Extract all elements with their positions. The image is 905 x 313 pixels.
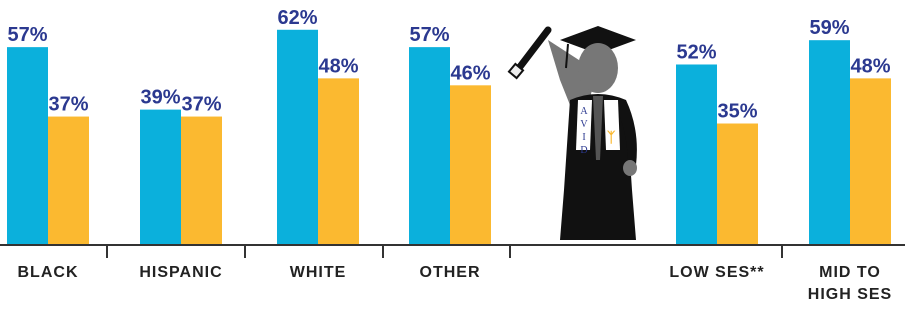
x-tick-label: OTHER — [395, 262, 505, 284]
value-label: 62% — [277, 7, 317, 29]
bar — [450, 85, 491, 245]
bar — [140, 110, 181, 245]
value-label: 48% — [850, 55, 890, 77]
x-tick-label: LOW SES** — [662, 262, 772, 284]
value-label: 52% — [676, 41, 716, 63]
bar — [181, 117, 222, 245]
bar — [850, 78, 891, 245]
value-label: 39% — [140, 87, 180, 109]
value-label: 37% — [181, 94, 221, 116]
value-label: 57% — [7, 24, 47, 46]
value-label: 48% — [318, 55, 358, 77]
value-label: 46% — [450, 62, 490, 84]
bar — [409, 47, 450, 245]
x-tick-label: HISPANIC — [126, 262, 236, 284]
value-label: 57% — [409, 24, 449, 46]
bar — [277, 30, 318, 245]
x-tick-label: MID TO HIGH SES — [805, 262, 895, 306]
value-label: 59% — [809, 17, 849, 39]
bar — [318, 78, 359, 245]
graduate-icon: AVID ᛉ — [509, 26, 637, 240]
bar — [809, 40, 850, 245]
x-tick-label: BLACK — [0, 262, 103, 284]
bar — [676, 64, 717, 245]
chart: AVID ᛉ 57% 39% 62% 57% 52% 59% 37% 37% 48% 46% 35%… — [0, 0, 905, 313]
bar — [48, 117, 89, 245]
bar — [7, 47, 48, 245]
value-label: 35% — [717, 101, 757, 123]
figure-mark: ᛉ — [607, 129, 616, 145]
figure-label: AVID — [579, 106, 590, 158]
value-label: 37% — [48, 94, 88, 116]
bar — [717, 124, 758, 246]
x-tick-label: WHITE — [263, 262, 373, 284]
